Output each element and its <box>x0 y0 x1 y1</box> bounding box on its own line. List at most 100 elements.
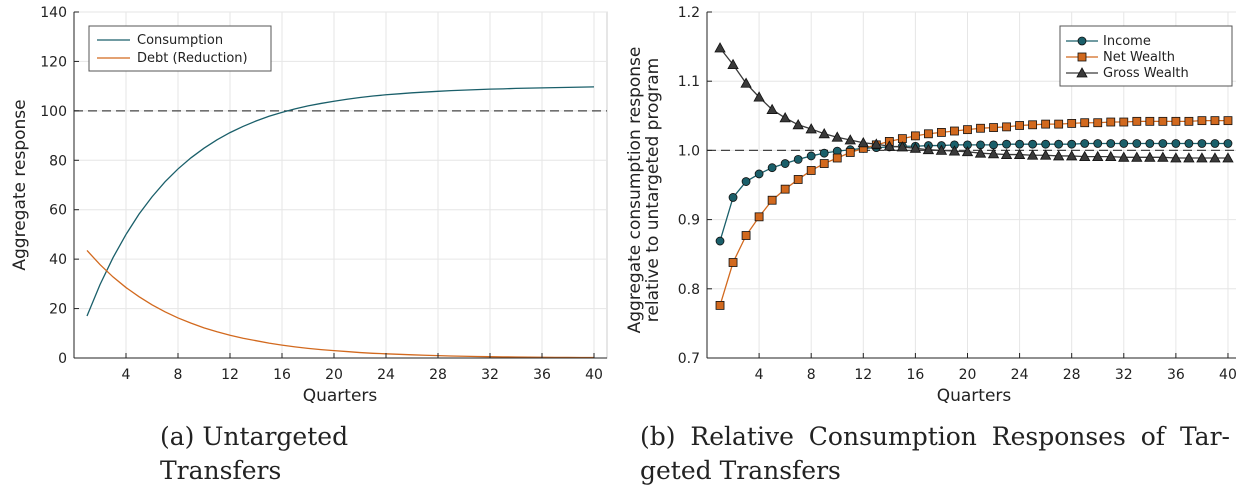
data-point-gross-wealth <box>948 145 961 156</box>
data-point-gross-wealth <box>896 141 909 152</box>
data-point-income <box>1184 139 1194 148</box>
legend-label-debt: Debt (Reduction) <box>137 51 248 66</box>
tick-label-y: 1.0 <box>678 143 700 159</box>
data-point-net-wealth <box>1184 116 1194 126</box>
data-point-income <box>1158 139 1168 148</box>
data-point-gross-wealth <box>1170 152 1182 163</box>
chart-relative-consumption: 4 8 12 16 20 24 28 32 36 40 0.7 0.8 0.9 1.0 1.1 1.2 Qua… <box>625 5 1236 406</box>
data-point-net-wealth <box>845 148 855 157</box>
tick-label-x: 40 <box>1219 367 1236 383</box>
series-line-consumption <box>86 86 595 317</box>
data-point-net-wealth <box>793 175 803 184</box>
y-axis-label-b-line1: Aggregate consumption response <box>625 47 645 334</box>
data-point-gross-wealth <box>1066 150 1078 161</box>
data-point-income <box>715 236 725 246</box>
data-point-net-wealth <box>910 131 920 141</box>
data-point-net-wealth <box>767 195 777 205</box>
data-point-gross-wealth <box>870 138 882 149</box>
data-point-income <box>1015 139 1024 149</box>
data-point-income <box>1223 139 1233 148</box>
data-point-gross-wealth <box>961 145 974 157</box>
series-line-debt-reduction <box>86 250 595 359</box>
y-axis-label-b-line2: relative to untargeted program <box>643 58 663 322</box>
tick-label-y: 80 <box>49 153 67 169</box>
data-point-net-wealth <box>976 123 985 133</box>
data-point-net-wealth <box>832 153 842 163</box>
legend-box-a <box>88 25 272 72</box>
tick-label-x: 32 <box>481 367 499 383</box>
data-point-gross-wealth <box>857 136 869 148</box>
data-point-gross-wealth <box>935 144 948 155</box>
tick-label-x: 8 <box>174 367 183 383</box>
tick-label-y: 120 <box>40 54 67 70</box>
data-point-gross-wealth <box>1131 151 1143 162</box>
data-point-income <box>1054 139 1064 149</box>
legend-marker-gross-wealth <box>1076 67 1088 78</box>
tick-label-y: 140 <box>40 5 67 21</box>
data-point-net-wealth <box>1002 122 1011 132</box>
legend-marker-income <box>1077 36 1087 46</box>
data-point-income <box>1041 139 1051 149</box>
tick-label-x: 32 <box>1115 367 1133 383</box>
caption-a: (a) Untargeted Transfers <box>160 422 349 485</box>
tick-label-x: 36 <box>533 367 551 383</box>
legend-label-consumption: Consumption <box>137 33 223 48</box>
data-point-net-wealth <box>1067 119 1077 128</box>
data-point-income <box>728 193 738 202</box>
y-axis-label-a: Aggregate response <box>10 99 30 270</box>
data-point-income <box>741 177 751 186</box>
series-line-net-wealth <box>719 119 1228 306</box>
data-point-gross-wealth <box>753 91 765 102</box>
data-point-net-wealth <box>728 258 738 267</box>
legend-b: Income Net Wealth Gross Wealth <box>1059 25 1233 87</box>
data-point-net-wealth <box>715 301 725 310</box>
tick-label-y: 0.9 <box>678 213 700 229</box>
caption-b-line2: geted Transfers <box>640 456 841 485</box>
tick-label-y: 60 <box>49 203 67 219</box>
data-point-net-wealth <box>1106 117 1116 127</box>
tick-label-y: 1.2 <box>678 5 700 21</box>
data-point-income <box>1145 139 1155 148</box>
data-point-gross-wealth <box>792 118 804 130</box>
legend-label-gross-wealth: Gross Wealth <box>1103 66 1189 81</box>
data-point-net-wealth <box>1028 120 1038 130</box>
data-point-gross-wealth <box>1052 150 1065 161</box>
data-point-gross-wealth <box>1222 152 1234 163</box>
tick-label-y: 0.8 <box>678 282 700 298</box>
data-point-net-wealth <box>1145 116 1155 126</box>
data-point-gross-wealth <box>987 148 1000 159</box>
data-point-gross-wealth <box>1079 150 1091 162</box>
data-point-income <box>1210 139 1220 148</box>
data-point-gross-wealth <box>1105 150 1117 162</box>
data-point-net-wealth <box>819 159 829 168</box>
tick-label-x: 28 <box>1063 367 1081 383</box>
data-point-net-wealth <box>963 125 972 135</box>
data-point-gross-wealth <box>1092 150 1104 162</box>
data-point-gross-wealth <box>1196 152 1208 163</box>
data-point-income <box>806 151 816 161</box>
data-point-net-wealth <box>1210 116 1220 126</box>
data-point-income <box>793 154 803 164</box>
data-point-net-wealth <box>989 123 998 132</box>
data-point-gross-wealth <box>766 103 778 114</box>
data-point-net-wealth <box>1093 118 1103 128</box>
data-point-gross-wealth <box>1013 148 1026 159</box>
data-point-income <box>1171 139 1181 148</box>
tick-label-y: 20 <box>49 302 67 318</box>
data-point-gross-wealth <box>727 58 739 69</box>
data-point-gross-wealth <box>818 127 830 139</box>
data-point-income <box>1132 139 1142 148</box>
tick-label-x: 4 <box>755 367 764 383</box>
tick-label-x: 24 <box>1011 367 1029 383</box>
data-point-gross-wealth <box>1026 149 1039 160</box>
data-point-gross-wealth <box>1000 148 1013 159</box>
data-point-net-wealth <box>1015 121 1024 130</box>
data-point-gross-wealth <box>1157 151 1169 162</box>
data-point-income <box>1106 139 1116 148</box>
tick-label-x: 16 <box>906 367 924 383</box>
data-point-gross-wealth <box>714 42 726 53</box>
data-point-net-wealth <box>1158 116 1168 126</box>
tick-label-x: 24 <box>377 367 395 383</box>
data-point-income <box>780 159 790 168</box>
tick-label-y: 100 <box>40 104 67 120</box>
